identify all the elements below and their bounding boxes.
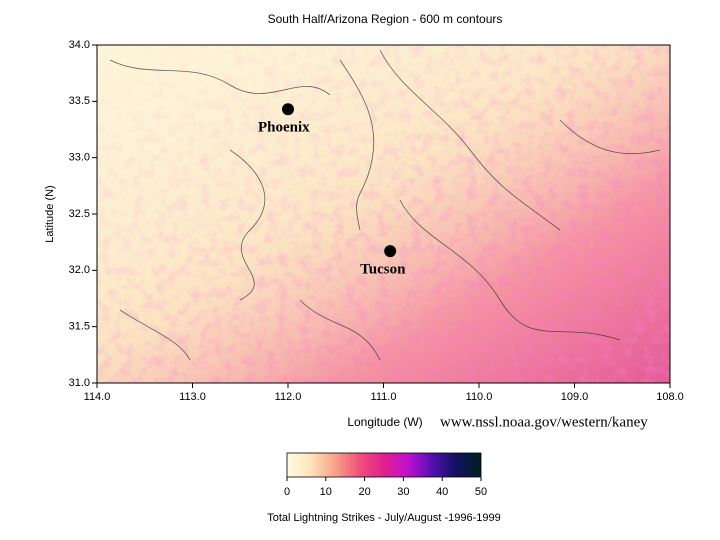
x-tick-label: 114.0: [84, 391, 111, 403]
y-tick-label: 33.5: [69, 95, 90, 107]
y-tick-label: 32.0: [69, 264, 90, 276]
x-tick-label: 109.0: [561, 391, 589, 403]
x-tick-label: 112.0: [275, 391, 302, 403]
chart-title: South Half/Arizona Region - 600 m contou…: [268, 12, 503, 26]
colorbar-tick-label: 40: [436, 486, 448, 498]
y-axis-label: Latitude (N): [44, 185, 56, 242]
x-tick-label: 108.0: [656, 391, 684, 403]
city-label: Phoenix: [258, 120, 310, 136]
heatmap-area: [96, 44, 671, 384]
city-marker: [384, 245, 397, 258]
source-url: www.nssl.noaa.gov/western/kaney: [440, 414, 648, 430]
colorbar-tick-label: 10: [320, 486, 332, 498]
colorbar-label: Total Lightning Strikes - July/August -1…: [267, 512, 501, 524]
x-tick-label: 113.0: [179, 391, 206, 403]
colorbar: [286, 452, 482, 478]
x-axis-label: Longitude (W): [347, 415, 422, 429]
y-tick-label: 32.5: [69, 208, 90, 220]
x-tick-label: 111.0: [371, 391, 397, 403]
x-tick-label: 110.0: [466, 391, 493, 403]
y-tick-label: 31.0: [69, 377, 90, 389]
y-tick-label: 34.0: [69, 39, 90, 51]
y-tick-label: 33.0: [69, 152, 90, 164]
colorbar-tick-label: 0: [284, 486, 290, 498]
colorbar-tick-label: 20: [358, 486, 370, 498]
colorbar-tick-label: 50: [475, 486, 487, 498]
city-label: Tucson: [360, 262, 406, 278]
city-marker: [282, 103, 294, 116]
y-tick-label: 31.5: [69, 321, 90, 333]
colorbar-tick-label: 30: [397, 486, 409, 498]
